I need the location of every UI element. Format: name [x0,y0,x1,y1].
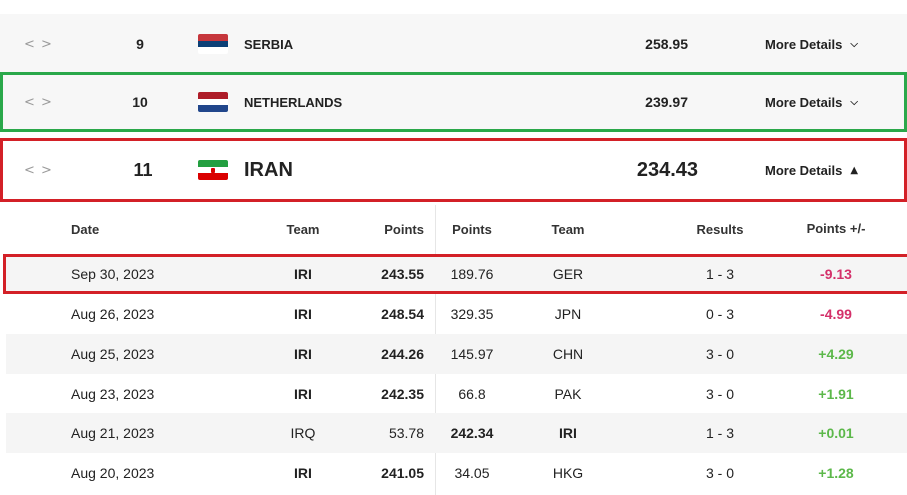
ranking-points: 239.97 [645,94,688,110]
rank-number: 9 [136,36,144,52]
country-name: IRAN [244,158,293,181]
header-points: Points [452,221,492,237]
table-row: Sep 30, 2023 IRI 243.55 189.76 GER 1 - 3… [3,254,907,294]
header-team: Team [551,221,585,237]
ranking-row-iran[interactable]: < > 11 IRAN 234.43 More Details ▲ [0,138,907,202]
header-points-diff: Points +/- [806,221,866,236]
drag-handle-icon[interactable]: < > [24,36,53,52]
chevron-down-icon: ⌵ [850,96,858,108]
more-details-button[interactable]: More Details ▲ [765,162,859,178]
table-row: Aug 20, 2023 IRI 241.05 34.05 HKG 3 - 0 … [71,465,854,481]
table-row: Aug 25, 2023 IRI 244.26 145.97 CHN 3 - 0… [6,334,907,374]
drag-handle-icon[interactable]: < > [24,94,53,110]
header-points: Points [384,221,424,237]
chevron-down-icon: ⌵ [850,38,858,50]
rank-number: 10 [132,94,148,110]
more-details-button[interactable]: More Details ⌵ [765,94,858,110]
header-team: Team [286,221,320,237]
rank-number: 11 [133,159,153,180]
table-row: Aug 21, 2023 IRQ 53.78 242.34 IRI 1 - 3 … [6,413,907,453]
ranking-points: 258.95 [645,36,688,52]
ranking-row-serbia[interactable]: < > 9 SERBIA 258.95 More Details ⌵ [0,14,907,74]
more-details-button[interactable]: More Details ⌵ [765,36,858,52]
drag-handle-icon[interactable]: < > [24,162,53,178]
table-header: Date Team Points Points Team Results Poi… [6,205,907,253]
ranking-row-netherlands[interactable]: < > 10 NETHERLANDS 239.97 More Details ⌵ [0,72,907,132]
ranking-points: 234.43 [636,158,698,181]
country-name: SERBIA [244,36,294,52]
netherlands-flag-icon [198,92,228,112]
table-row: Aug 26, 2023 IRI 248.54 329.35 JPN 0 - 3… [71,306,852,322]
serbia-flag-icon [198,34,228,54]
iran-flag-icon [198,160,228,180]
match-history-table: Date Team Points Points Team Results Poi… [3,205,907,495]
header-date: Date [71,221,100,237]
country-name: NETHERLANDS [244,94,343,110]
table-row: Aug 23, 2023 IRI 242.35 66.8 PAK 3 - 0 +… [71,385,854,402]
chevron-up-icon: ▲ [850,164,859,176]
header-results: Results [696,221,744,237]
